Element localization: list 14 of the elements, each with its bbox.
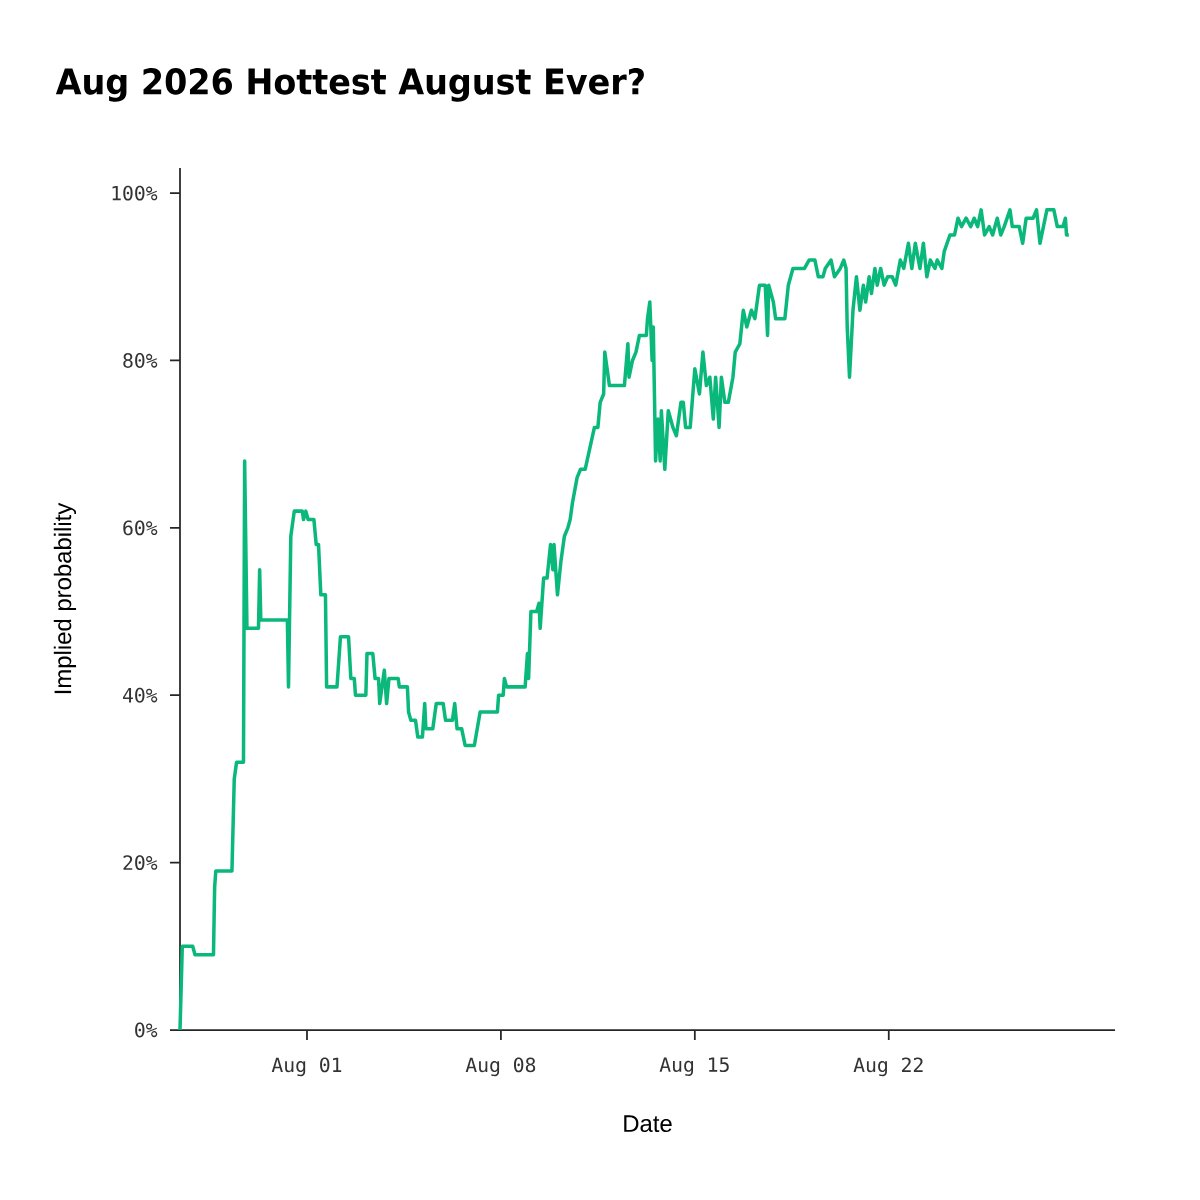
x-axis-title: Date <box>624 1115 672 1133</box>
x-tick-label: Aug 22 <box>853 1057 923 1077</box>
y-tick-label: 20% <box>123 855 158 871</box>
x-tick-label: Aug 15 <box>659 1057 729 1077</box>
x-tick-label: Aug 01 <box>271 1057 342 1077</box>
y-tick-label: 40% <box>123 687 158 703</box>
y-tick-label: 0% <box>135 1022 158 1038</box>
y-tick-label: 100% <box>112 185 158 201</box>
y-axis-title: Implied probability <box>53 502 77 694</box>
y-tick-label: 80% <box>123 353 158 368</box>
chart-title: Aug 2026 Hottest August Ever? <box>55 68 644 102</box>
line-series <box>178 208 1071 1032</box>
y-tick-label: 60% <box>123 520 158 536</box>
x-tick-label: Aug 08 <box>465 1057 536 1077</box>
